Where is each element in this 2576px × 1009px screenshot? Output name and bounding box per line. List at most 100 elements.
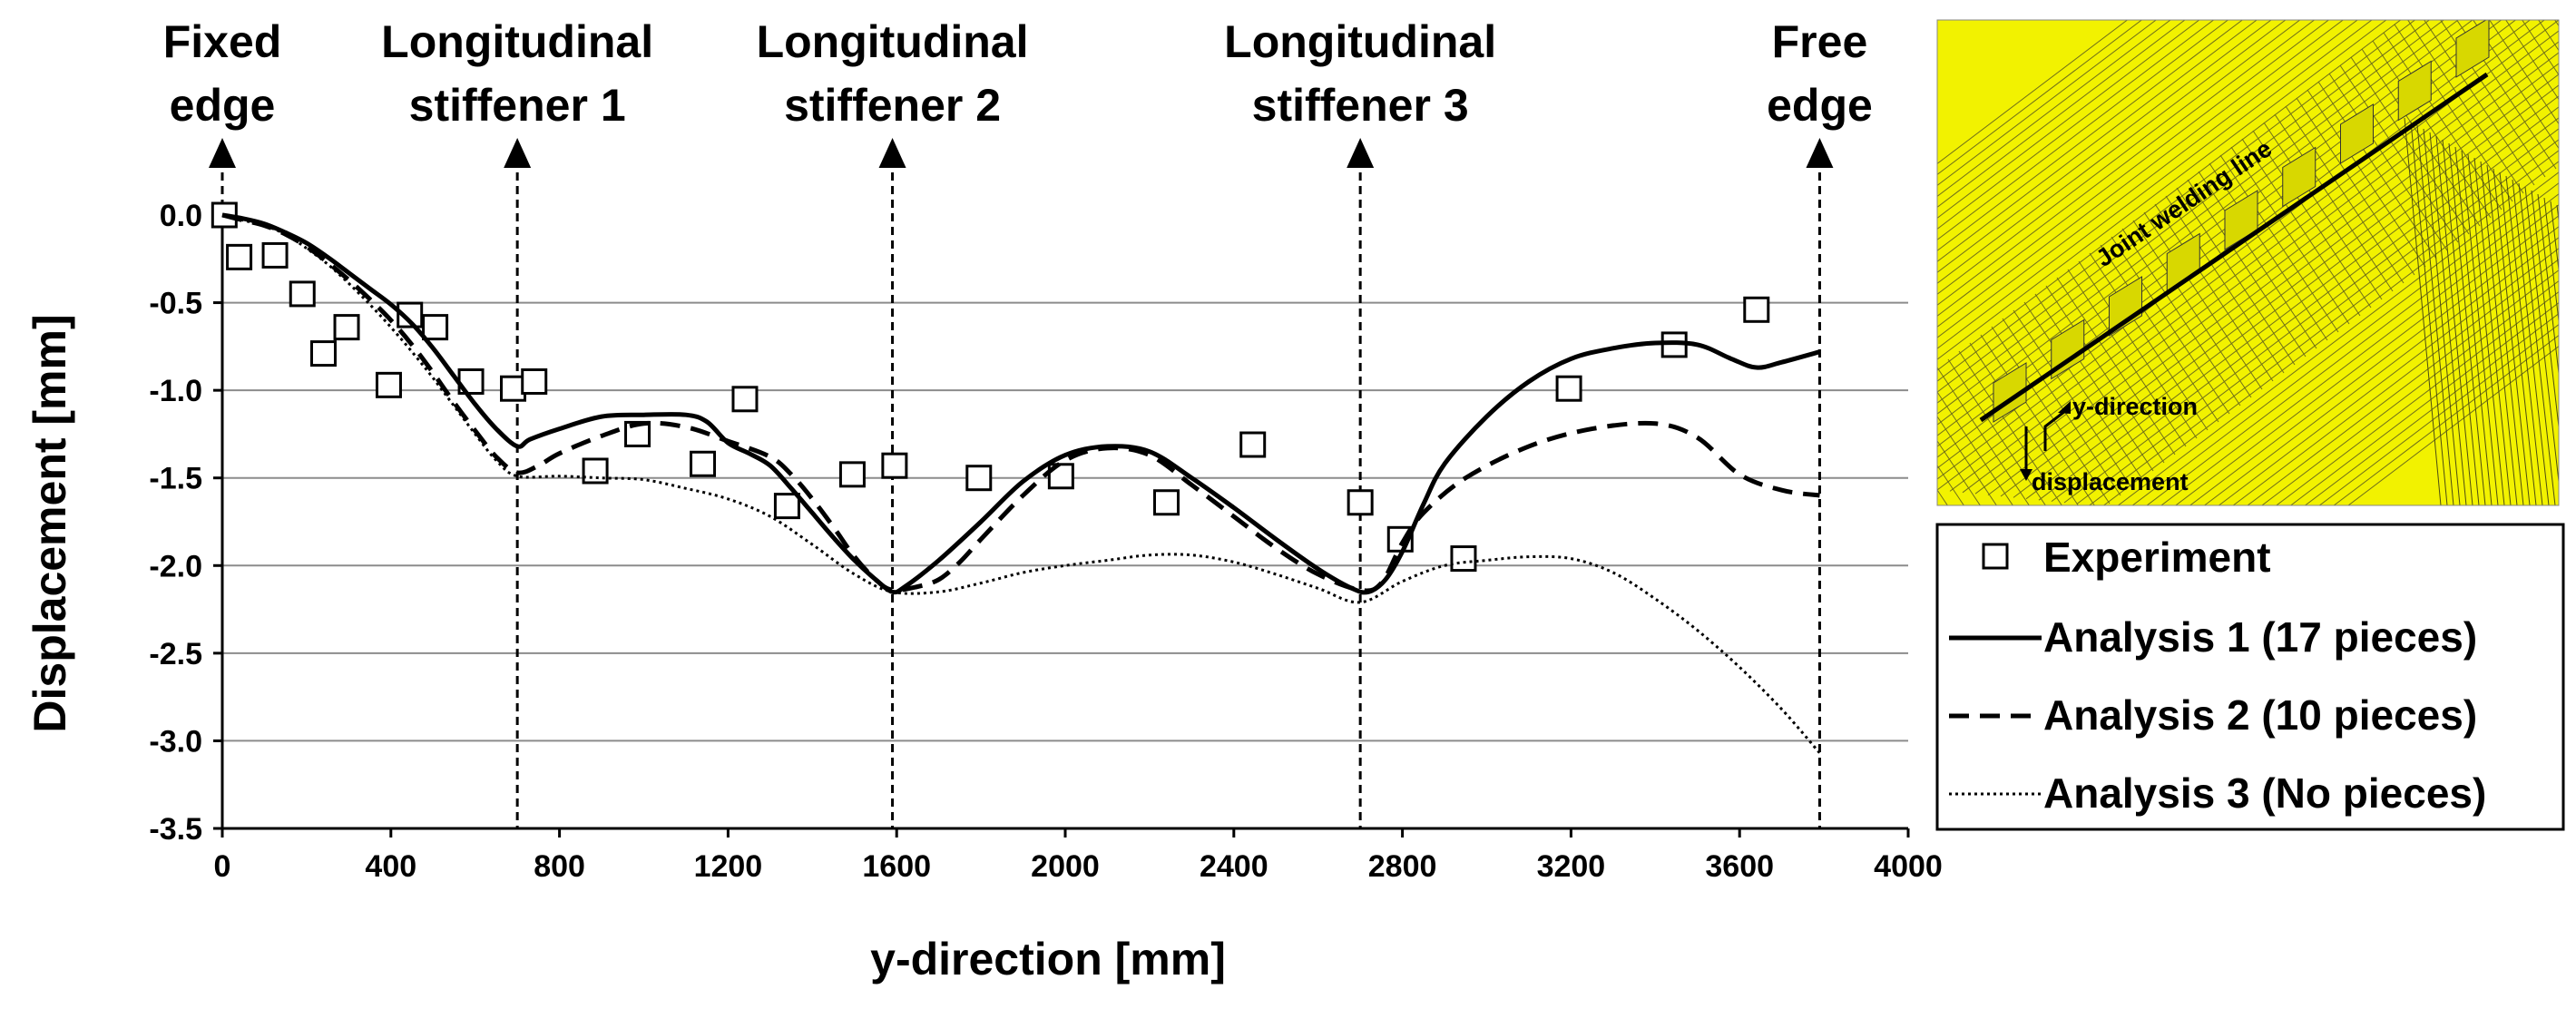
mesh-line bbox=[2456, 20, 2557, 170]
mesh-line bbox=[2275, 291, 2559, 505]
mesh-line bbox=[2121, 228, 2241, 407]
mesh-line bbox=[1937, 20, 2431, 393]
mesh-line bbox=[2023, 301, 2143, 480]
mesh-line bbox=[1937, 20, 2171, 197]
legend-label-analysis-3: Analysis 3 (No pieces) bbox=[2043, 769, 2486, 817]
mesh-line bbox=[2328, 73, 2448, 251]
mesh-line bbox=[1937, 391, 2013, 505]
y-tick-label: -1.5 bbox=[149, 462, 202, 496]
mesh-line bbox=[2505, 20, 2559, 101]
mesh-line bbox=[2448, 142, 2486, 505]
marker-arrowhead bbox=[1347, 138, 1375, 168]
mesh-line bbox=[1947, 358, 2046, 505]
mesh-line bbox=[2063, 128, 2559, 504]
mesh-line bbox=[1937, 20, 2445, 404]
x-tick-label: 2000 bbox=[1031, 849, 1100, 884]
displacement-label: displacement bbox=[2032, 468, 2189, 495]
mesh-line bbox=[1937, 20, 2358, 338]
experiment-point bbox=[773, 493, 800, 520]
mesh-line bbox=[1937, 440, 1981, 505]
displacement-arrowhead bbox=[2020, 469, 2032, 481]
mesh-line bbox=[2333, 334, 2559, 505]
mesh-line bbox=[1937, 416, 1997, 505]
mesh-line bbox=[1937, 20, 2459, 415]
mesh-line bbox=[2143, 211, 2263, 390]
mesh-line bbox=[2480, 161, 2518, 505]
legend-box bbox=[1935, 523, 2565, 831]
experiment-point bbox=[1347, 489, 1374, 516]
mesh-line bbox=[2372, 40, 2492, 219]
mesh-line bbox=[2489, 20, 2559, 125]
mesh-line bbox=[1937, 20, 2316, 306]
joint-welding-line bbox=[1979, 72, 2489, 423]
experiment-point bbox=[333, 314, 360, 341]
mesh-line bbox=[1937, 465, 1964, 505]
y-tick-label: -2.5 bbox=[149, 637, 202, 671]
experiment-point bbox=[881, 452, 908, 479]
series-line-analysis-3 bbox=[221, 213, 1821, 754]
stiffener-markers: Fixed edge Longitudinal stiffener 1 Longitud… bbox=[163, 16, 1873, 828]
y-direction-label: y-direction bbox=[2072, 393, 2198, 420]
mesh-line bbox=[1937, 20, 2330, 317]
mesh-line bbox=[1937, 20, 2387, 360]
mesh-line bbox=[2013, 309, 2132, 488]
mesh-stiffener bbox=[2397, 60, 2432, 122]
mesh-line bbox=[1937, 20, 2200, 219]
legend: Experiment Analysis 1 (17 pieces) Analys… bbox=[1935, 523, 2565, 831]
mesh-line bbox=[1958, 350, 2062, 505]
marker-label-line-1: Fixed bbox=[163, 16, 282, 67]
y-tick-label: -3.5 bbox=[149, 812, 202, 847]
mesh-line bbox=[2522, 20, 2559, 76]
mesh-line bbox=[1949, 30, 2559, 492]
mesh-line bbox=[2505, 175, 2543, 505]
mesh-line bbox=[2285, 105, 2405, 284]
mesh-line bbox=[2089, 252, 2209, 431]
mesh-line bbox=[2404, 117, 2442, 505]
marker-label-line-1: Free bbox=[1772, 16, 1868, 67]
mesh-line bbox=[2473, 20, 2559, 150]
marker-arrowhead bbox=[1806, 138, 1834, 168]
x-tick-label: 800 bbox=[534, 849, 585, 884]
marker-label-line-2: edge bbox=[170, 80, 276, 131]
mesh-line bbox=[2537, 193, 2559, 377]
mesh-line bbox=[1937, 20, 2258, 262]
marker-label-line-1: Longitudinal bbox=[757, 16, 1029, 67]
x-tick-label: 3600 bbox=[1705, 849, 1774, 884]
mesh-line bbox=[2175, 215, 2559, 505]
experiment-point bbox=[1152, 489, 1180, 516]
x-tick-label: 1600 bbox=[862, 849, 931, 884]
mesh-line bbox=[2347, 345, 2559, 505]
y-tick-label: -3.0 bbox=[149, 724, 202, 759]
mesh-line bbox=[2034, 293, 2154, 472]
mesh-line bbox=[2538, 20, 2559, 52]
mesh-line bbox=[2317, 81, 2437, 260]
mesh-line bbox=[2261, 280, 2559, 505]
mesh-line bbox=[1937, 20, 2272, 273]
mesh-line bbox=[2252, 130, 2372, 309]
x-tick-label: 400 bbox=[365, 849, 416, 884]
mesh-line bbox=[2518, 182, 2556, 505]
mesh-line bbox=[2473, 157, 2512, 505]
mesh-line bbox=[2550, 201, 2559, 274]
mesh-line bbox=[2067, 269, 2187, 447]
mesh-line bbox=[2307, 89, 2426, 268]
mesh-line bbox=[2531, 190, 2559, 431]
y-direction-arrowhead bbox=[2058, 401, 2071, 414]
mesh-line bbox=[1937, 20, 2215, 230]
mesh-line bbox=[2219, 154, 2339, 333]
mesh-line bbox=[1937, 20, 2345, 328]
mesh-stiffener bbox=[2455, 20, 2490, 78]
mesh-line bbox=[1937, 20, 2287, 284]
mesh-line bbox=[1937, 20, 2416, 382]
experiment-point bbox=[731, 386, 759, 413]
mesh-line bbox=[1937, 20, 2157, 186]
mesh-line bbox=[1937, 489, 1948, 505]
legend-label-analysis-2: Analysis 2 (10 pieces) bbox=[2043, 691, 2477, 739]
experiment-point bbox=[289, 280, 316, 308]
mesh-line bbox=[2440, 20, 2546, 178]
mesh-line bbox=[2569, 0, 2576, 71]
series-line-analysis-2 bbox=[221, 212, 1820, 593]
mesh-line bbox=[1987, 63, 2559, 495]
mesh-line bbox=[2429, 132, 2467, 505]
